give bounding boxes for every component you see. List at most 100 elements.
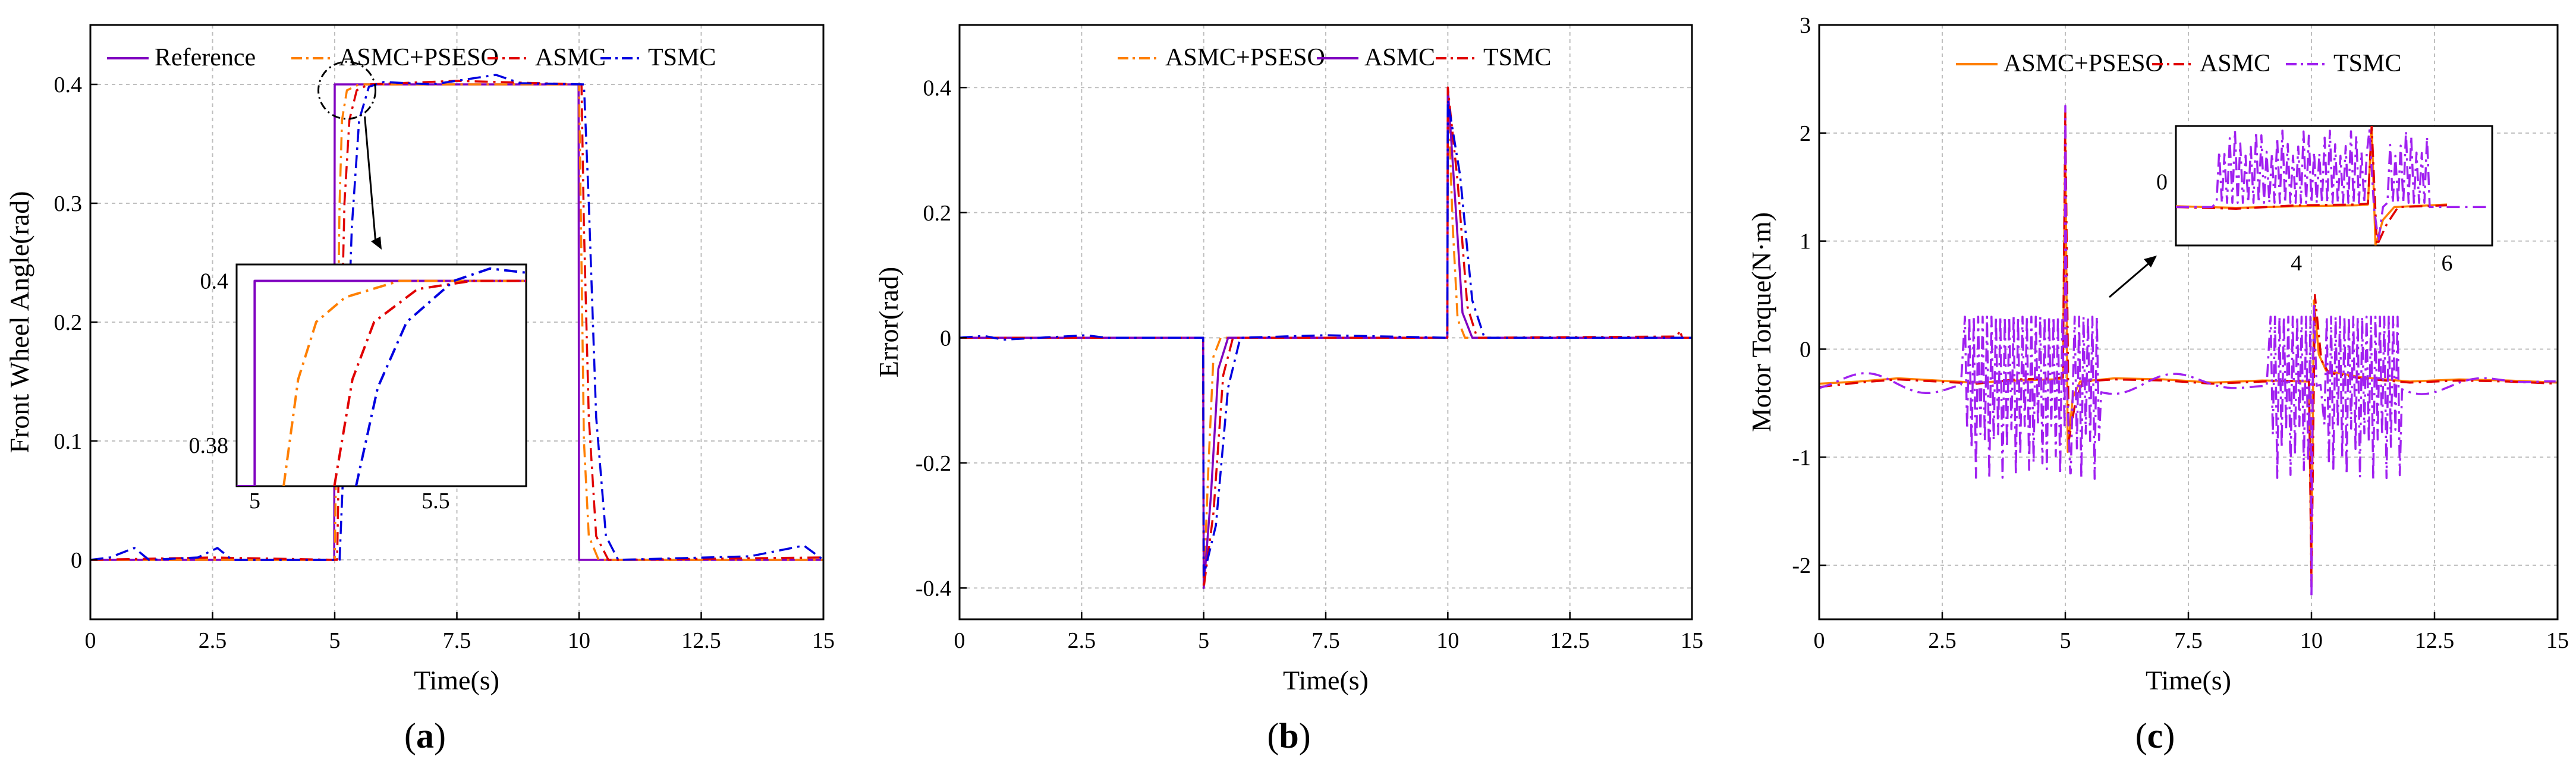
panel-c-ytick-label-1: -1 — [1792, 445, 1811, 470]
panel-c-inset: 4 6 0 — [2109, 125, 2493, 298]
panel-b-xtick-label-2: 5 — [1198, 628, 1209, 653]
panel-a-front-wheel-angle: 0 2.5 5 7.5 10 12.5 15 0 0.1 0.2 0.3 0.4 Reference A… — [4, 24, 835, 755]
panel-a-legend-label-1: ASMC+PSESO — [339, 44, 499, 71]
panel-c-xtick-label-0: 0 — [1814, 628, 1825, 653]
panel-b-y-axis-label: Error(rad) — [873, 267, 904, 377]
panel-c-inset-series — [2176, 126, 2489, 245]
panel-c-inset-xtick-label-0: 4 — [2291, 251, 2302, 276]
panel-a-inset-series — [237, 267, 526, 486]
panel-a-legend-label-0: Reference — [155, 44, 256, 71]
panel-a-ytick-label-4: 0.4 — [54, 73, 83, 97]
panel-a-xtick-label-5: 12.5 — [681, 628, 721, 653]
panel-a-inset-xtick-label-0: 5 — [249, 489, 260, 513]
panel-c-legend-label-0: ASMC+PSESO — [2003, 50, 2163, 77]
panel-b-series-3 — [960, 99, 1692, 577]
panel-b-legend-label-1: ASMC — [1364, 44, 1435, 71]
panel-a-series-3 — [90, 74, 823, 561]
panel-a-legend: Reference ASMC+PSESO ASMC TSMC — [107, 44, 716, 71]
panel-b-legend-label-0: ASMC+PSESO — [1165, 44, 1325, 71]
panel-a-xtick-label-6: 15 — [812, 628, 835, 653]
panel-b-ytick-label-1: -0.2 — [916, 451, 951, 476]
panel-c-ticks: 0 2.5 5 7.5 10 12.5 15 -2 -1 0 1 2 3 — [1792, 13, 2569, 653]
panel-c-ytick-label-5: 3 — [1800, 13, 1811, 38]
panel-a-series-2 — [90, 80, 823, 561]
panel-b-ytick-label-3: 0.2 — [923, 201, 952, 226]
panel-c-series-2 — [1819, 105, 2556, 599]
panel-c-zoom-arrow — [2109, 260, 2152, 298]
panel-a-inset-ytick-label-1: 0.38 — [189, 433, 229, 458]
panel-b-xtick-label-0: 0 — [954, 628, 965, 653]
panel-a-inset-series-2 — [333, 279, 526, 486]
panel-c-x-axis-label: Time(s) — [2146, 665, 2231, 695]
panel-a-label: (a) — [404, 716, 446, 755]
panel-c-legend-label-1: ASMC — [2200, 50, 2270, 77]
panel-c-ytick-label-3: 1 — [1800, 229, 1811, 254]
panel-a-ytick-label-3: 0.3 — [54, 191, 83, 216]
panel-b-xtick-label-1: 2.5 — [1068, 628, 1096, 653]
panel-c-xtick-label-3: 7.5 — [2174, 628, 2203, 653]
panel-a-zoom-arrow — [364, 116, 377, 244]
panel-c-grid — [1819, 25, 2558, 619]
panel-a-inset-series-0 — [237, 279, 526, 486]
panel-a-inset: 5 5.5 0.4 0.38 — [189, 61, 527, 513]
panel-a-inset-series-1 — [282, 279, 526, 486]
panel-b-series — [960, 86, 1692, 590]
panel-a-xtick-label-2: 5 — [329, 628, 341, 653]
panel-b-xtick-label-5: 12.5 — [1550, 628, 1590, 653]
panel-a-inset-xtick-label-1: 5.5 — [422, 489, 450, 513]
panel-a-x-axis-label: Time(s) — [414, 665, 499, 695]
panel-b-xtick-label-4: 10 — [1436, 628, 1459, 653]
panel-a-xtick-label-0: 0 — [85, 628, 96, 653]
panel-c-motor-torque: 0 2.5 5 7.5 10 12.5 15 -2 -1 0 1 2 3 ASMC+PSESO ASMC T… — [1746, 13, 2569, 755]
panel-a-inset-series-3 — [354, 267, 526, 486]
panel-b-ticks: 0 2.5 5 7.5 10 12.5 15 -0.4 -0.2 0 0.2 0.4 — [916, 75, 1703, 653]
panel-c-ytick-label-0: -2 — [1792, 553, 1811, 578]
panel-c-xtick-label-4: 10 — [2300, 628, 2323, 653]
panel-b-xtick-label-3: 7.5 — [1311, 628, 1340, 653]
panel-c-legend-label-2: TSMC — [2333, 50, 2401, 77]
panel-a-ticks: 0 2.5 5 7.5 10 12.5 15 0 0.1 0.2 0.3 0.4 — [54, 73, 835, 653]
panel-b-grid — [960, 25, 1692, 619]
panel-a-xtick-label-4: 10 — [568, 628, 590, 653]
panel-b-error: 0 2.5 5 7.5 10 12.5 15 -0.4 -0.2 0 0.2 0.4 ASMC+PSE… — [873, 24, 1703, 755]
panel-a-inset-frame — [235, 263, 527, 487]
panel-c-letter: c — [2147, 716, 2163, 755]
panel-c-xtick-label-2: 5 — [2060, 628, 2071, 653]
panel-c-inset-series-2 — [2176, 129, 2489, 242]
panel-a-legend-label-2: ASMC — [535, 44, 606, 71]
panel-b-label: (b) — [1267, 716, 1310, 755]
panel-c-series — [1819, 105, 2558, 599]
panel-b-ytick-label-0: -0.4 — [916, 576, 951, 601]
panel-a-legend-label-3: TSMC — [648, 44, 716, 71]
panel-a-xtick-label-3: 7.5 — [443, 628, 471, 653]
panel-b-series-2 — [960, 86, 1692, 590]
panel-a-ytick-label-1: 0.1 — [54, 429, 83, 454]
panel-b-xtick-label-6: 15 — [1681, 628, 1703, 653]
panel-c-legend: ASMC+PSESO ASMC TSMC — [1956, 50, 2401, 77]
panel-a-y-axis-label: Front Wheel Angle(rad) — [4, 191, 34, 453]
panel-b-ytick-label-2: 0 — [940, 326, 951, 351]
panel-c-ytick-label-4: 2 — [1800, 121, 1811, 146]
panel-c-inset-ytick-label-0: 0 — [2156, 169, 2168, 194]
panel-a-zoom-arrowhead — [371, 237, 382, 250]
panel-a-letter: a — [416, 716, 434, 755]
panel-c-y-axis-label: Motor Torque(N·m) — [1746, 212, 1776, 432]
panel-a-xtick-label-1: 2.5 — [199, 628, 227, 653]
panel-c-label: (c) — [2135, 716, 2175, 755]
panel-c-xtick-label-5: 12.5 — [2415, 628, 2455, 653]
panel-a-inset-ytick-label-0: 0.4 — [200, 269, 229, 294]
panel-c-ytick-label-2: 0 — [1800, 337, 1811, 362]
panel-a-ytick-label-0: 0 — [71, 548, 82, 573]
panel-b-letter: b — [1279, 716, 1298, 755]
panel-c-zoom-arrowhead — [2144, 256, 2157, 267]
panel-b-x-axis-label: Time(s) — [1283, 665, 1369, 695]
panel-b-legend-label-2: TSMC — [1483, 44, 1551, 71]
panel-c-inset-xtick-label-1: 6 — [2442, 251, 2453, 276]
panel-b-legend: ASMC+PSESO ASMC TSMC — [1118, 44, 1551, 71]
panel-c-xtick-label-6: 15 — [2546, 628, 2569, 653]
panel-c-inset-series-1 — [2176, 126, 2448, 245]
panel-a-zoom-circle — [317, 61, 377, 120]
panel-b-ytick-label-4: 0.4 — [923, 75, 952, 100]
panel-c-xtick-label-1: 2.5 — [1928, 628, 1957, 653]
